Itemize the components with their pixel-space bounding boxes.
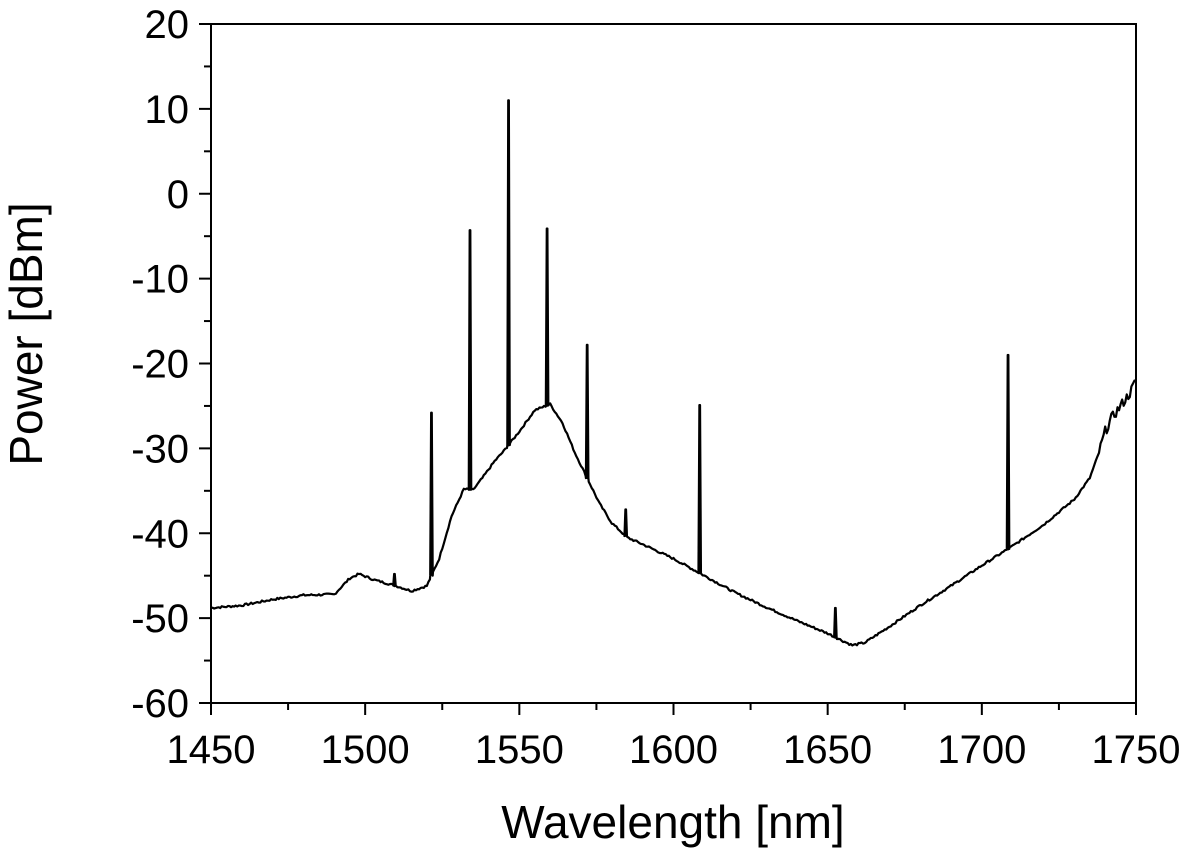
- y-tick-label: -40: [131, 512, 189, 556]
- spectral-peak: [624, 508, 627, 511]
- spectral-peak: [834, 606, 837, 609]
- x-axis: 1450 1500 1550 1600 1650 1700 1750: [167, 703, 1181, 772]
- y-tick-label: 10: [145, 88, 190, 132]
- x-axis-title: Wavelength [nm]: [501, 796, 844, 848]
- spectral-peak: [430, 411, 433, 414]
- x-tick-label: 1550: [475, 728, 564, 772]
- x-tick-label: 1750: [1092, 728, 1181, 772]
- spectral-peak: [469, 229, 471, 232]
- x-tick-label: 1500: [321, 728, 410, 772]
- spectrum-line: [210, 99, 1137, 647]
- spectral-peak: [586, 343, 589, 346]
- y-tick-label: 0: [167, 173, 189, 217]
- y-tick-label: -60: [131, 682, 189, 726]
- spectral-peak: [1007, 354, 1010, 357]
- spectral-peak: [546, 227, 549, 230]
- data-layer: [210, 99, 1137, 647]
- plot-frame: [210, 23, 1137, 704]
- spectral-peak: [698, 404, 701, 407]
- spectral-peak: [393, 572, 396, 575]
- y-tick-label: -20: [131, 343, 189, 387]
- y-axis-title: Power [dBm]: [0, 202, 52, 465]
- y-axis: -60 -50 -40 -30 -20 -10 0 10 20: [131, 3, 211, 726]
- y-tick-label: -30: [131, 427, 189, 471]
- y-tick-label: -50: [131, 597, 189, 641]
- y-tick-label: 20: [145, 3, 190, 47]
- x-tick-label: 1600: [629, 728, 718, 772]
- x-tick-label: 1450: [167, 728, 256, 772]
- x-tick-label: 1650: [783, 728, 872, 772]
- plot-border: [210, 23, 1137, 704]
- y-tick-label: -10: [131, 258, 189, 302]
- spectral-peak: [507, 99, 510, 102]
- x-tick-label: 1700: [937, 728, 1026, 772]
